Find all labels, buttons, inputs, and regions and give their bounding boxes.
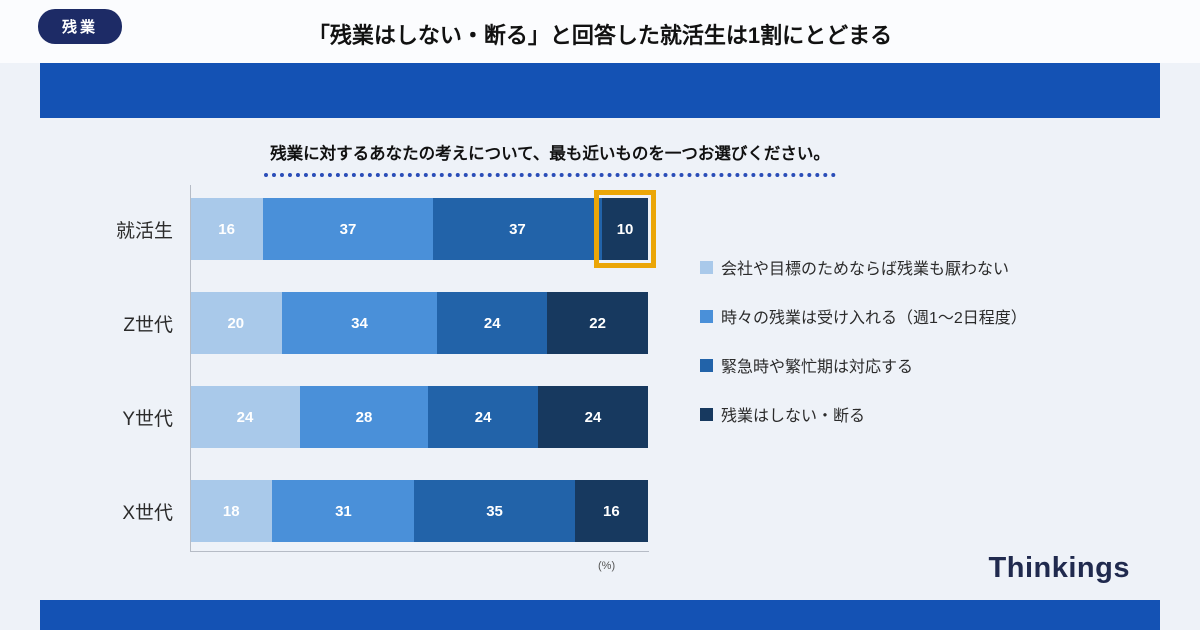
bottom-blue-band [40,600,1160,630]
bar-segment: 28 [299,386,429,448]
legend-label: 時々の残業は受け入れる（週1〜2日程度） [721,310,1027,327]
stacked-bar-chart: 就活生 16 37 37 10 Z世代 20 34 24 22 Y世代 24 28 24 24 X世代 18 31… [40,185,660,552]
topic-badge: 残業 [38,9,123,44]
bar-segment: 24 [428,386,539,448]
unit-label: (%) [598,560,616,572]
thinkings-logo: Thinkings [988,552,1130,584]
bar-segment: 35 [414,480,575,542]
legend-swatch [700,358,713,372]
bar-segment: 24 [437,292,548,354]
chart-subtitle-wrap: 残業に対するあなたの考えについて、最も近いものを一つお選びください。 [0,140,1100,177]
bar-segment: 34 [281,292,438,354]
bar-segment: 37 [432,198,603,260]
legend-item: 会社や目標のためならば残業も厭わない [700,255,1027,279]
bar-segment: 24 [190,386,300,448]
bar-segment: 16 [574,480,648,542]
legend-label: 残業はしない・断る [721,408,866,425]
stacked-bar: 18 31 35 16 [190,480,648,542]
chart-rows: 就活生 16 37 37 10 Z世代 20 34 24 22 Y世代 24 28 24 24 X世代 18 31… [40,190,660,542]
chart-legend: 会社や目標のためならば残業も厭わない 時々の残業は受け入れる（週1〜2日程度） 緊急… [700,255,1027,426]
stacked-bar: 16 37 37 10 [190,190,656,268]
chart-row: Z世代 20 34 24 22 [40,292,660,354]
stacked-bar: 24 28 24 24 [190,386,648,448]
bar-segment-highlighted: 10 [594,190,656,268]
bar-segment: 22 [547,292,648,354]
chart-row: X世代 18 31 35 16 [40,480,660,542]
bar-segment: 24 [538,386,648,448]
category-label: X世代 [122,502,173,524]
legend-swatch [700,260,713,274]
bar-segment: 18 [190,480,273,542]
legend-label: 緊急時や繁忙期は対応する [721,359,914,376]
legend-item: 残業はしない・断る [700,402,1027,426]
category-label: Y世代 [122,408,173,430]
chart-row: Y世代 24 28 24 24 [40,386,660,448]
legend-item: 時々の残業は受け入れる（週1〜2日程度） [700,304,1027,328]
top-strip [0,0,1200,63]
top-blue-band [40,63,1160,118]
category-label: 就活生 [115,220,173,242]
legend-swatch [700,309,713,323]
legend-swatch [700,407,713,421]
page-title: 「残業はしない・断る」と回答した就活生は1割にとどまる [307,23,893,48]
bar-segment: 31 [272,480,415,542]
chart-question: 残業に対するあなたの考えについて、最も近いものを一つお選びください。 [264,140,836,177]
stacked-bar: 20 34 24 22 [190,292,648,354]
legend-label: 会社や目標のためならば残業も厭わない [721,261,1010,278]
bar-segment: 37 [263,198,433,260]
bar-segment: 16 [190,198,264,260]
category-label: Z世代 [123,314,173,336]
chart-row: 就活生 16 37 37 10 [40,190,660,268]
legend-item: 緊急時や繁忙期は対応する [700,353,1027,377]
bar-segment: 20 [190,292,282,354]
